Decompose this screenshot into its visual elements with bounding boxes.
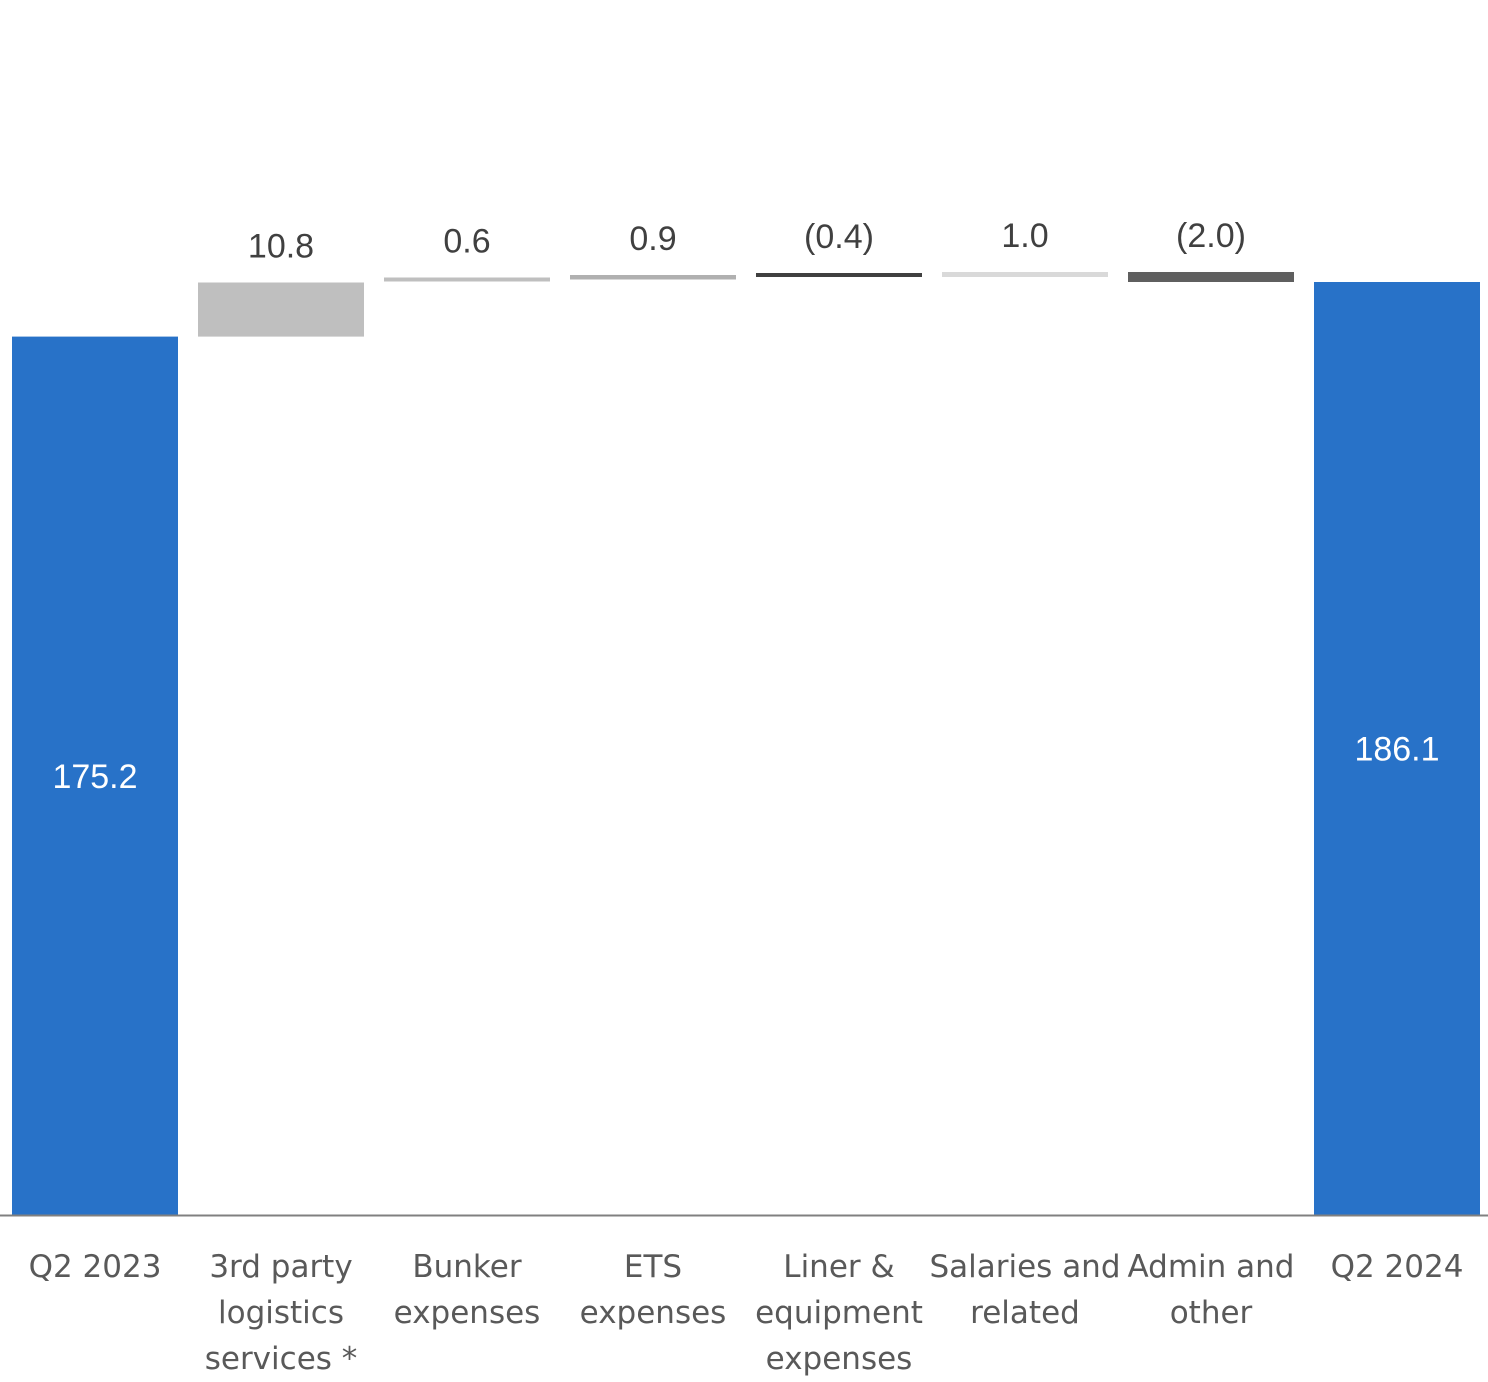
data-label-6: (2.0) <box>1176 217 1246 255</box>
category-label-2: Bunker expenses <box>394 1249 541 1331</box>
category-label-4: Liner & equipment expenses <box>755 1249 923 1377</box>
bar-0 <box>12 336 178 1216</box>
data-label-0: 175.2 <box>52 758 137 796</box>
bar-6 <box>1128 272 1294 282</box>
category-label-6: Admin and other <box>1128 1249 1295 1331</box>
bar-4 <box>756 273 922 277</box>
data-label-2: 0.6 <box>443 223 490 261</box>
data-label-7: 186.1 <box>1354 731 1439 769</box>
bar-7 <box>1314 282 1480 1215</box>
bar-5 <box>942 272 1108 277</box>
bar-1 <box>198 282 364 337</box>
category-label-5: Salaries and related <box>929 1249 1120 1331</box>
category-label-3: ETS expenses <box>580 1249 727 1331</box>
data-label-1: 10.8 <box>248 228 314 266</box>
bar-3 <box>570 275 736 280</box>
category-label-0: Q2 2023 <box>29 1249 162 1285</box>
data-label-4: (0.4) <box>804 218 874 256</box>
bar-2 <box>384 277 550 282</box>
category-label-1: 3rd party logistics services * <box>205 1249 358 1377</box>
data-label-5: 1.0 <box>1001 217 1048 255</box>
category-label-7: Q2 2024 <box>1331 1249 1464 1285</box>
data-label-3: 0.9 <box>629 220 676 258</box>
